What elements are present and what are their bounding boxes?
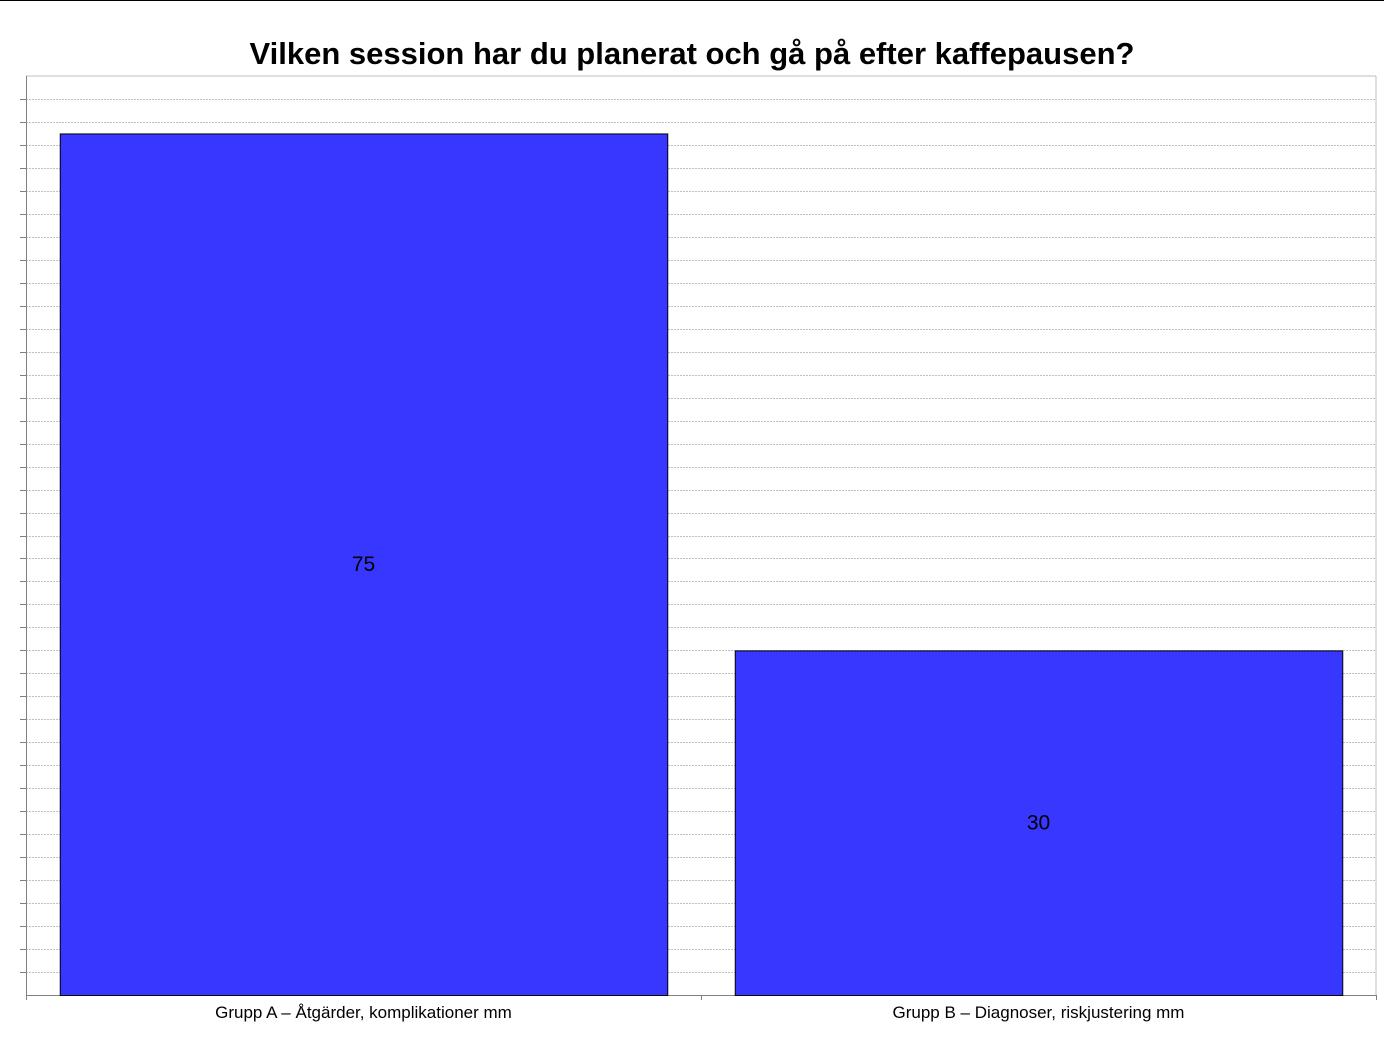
data-label: 75 xyxy=(352,553,375,576)
x-tick-label: Grupp B – Diagnoser, riskjustering mm xyxy=(893,1003,1185,1022)
bars xyxy=(59,133,1344,996)
bar xyxy=(59,133,669,996)
x-tick-label: Grupp A – Åtgärder, komplikationer mm xyxy=(215,1003,512,1022)
top-border-rule xyxy=(0,0,1384,1)
labels: 75 Grupp A – Åtgärder, komplikationer mm 3… xyxy=(215,553,1184,1022)
data-label: 30 xyxy=(1027,812,1050,835)
bar xyxy=(734,650,1344,996)
chart-title: Vilken session har du planerat och gå på… xyxy=(249,36,1135,71)
